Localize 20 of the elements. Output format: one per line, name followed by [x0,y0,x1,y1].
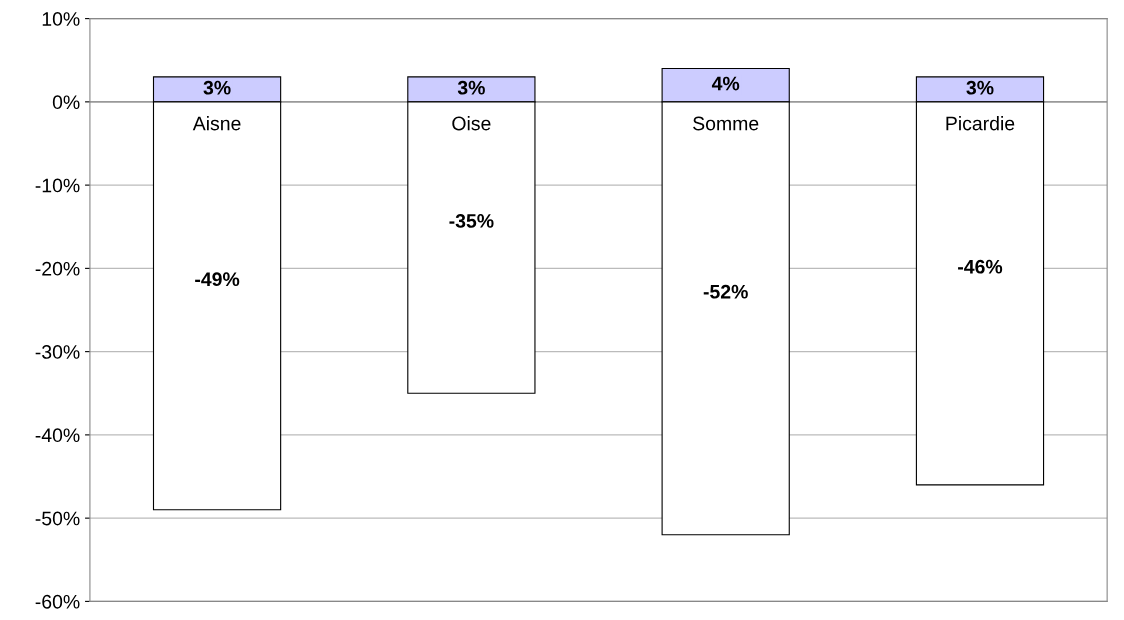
x-tick-label: Picardie [946,116,1015,131]
data-label: -49% [195,272,240,287]
data-label: -35% [449,214,494,228]
y-tick-label: -10% [35,178,80,193]
x-tick-label: Somme [693,116,759,131]
data-label: 3% [457,80,485,95]
y-tick-label: -30% [35,345,80,359]
data-label: -46% [958,259,1003,274]
x-tick-label: Aisne [192,116,241,131]
x-tick-label: Oise [452,116,491,131]
data-label: 3% [966,80,994,95]
y-tick-label: 0% [52,95,80,110]
data-label: 4% [711,76,740,91]
y-tick-label: 10% [42,12,80,26]
data-label: 3% [203,80,231,95]
data-label: -52% [703,284,748,299]
y-tick-label: -40% [35,428,80,443]
y-tick-label: -20% [35,261,80,276]
y-tick-label: -60% [35,594,80,609]
y-tick-label: -50% [35,511,80,526]
